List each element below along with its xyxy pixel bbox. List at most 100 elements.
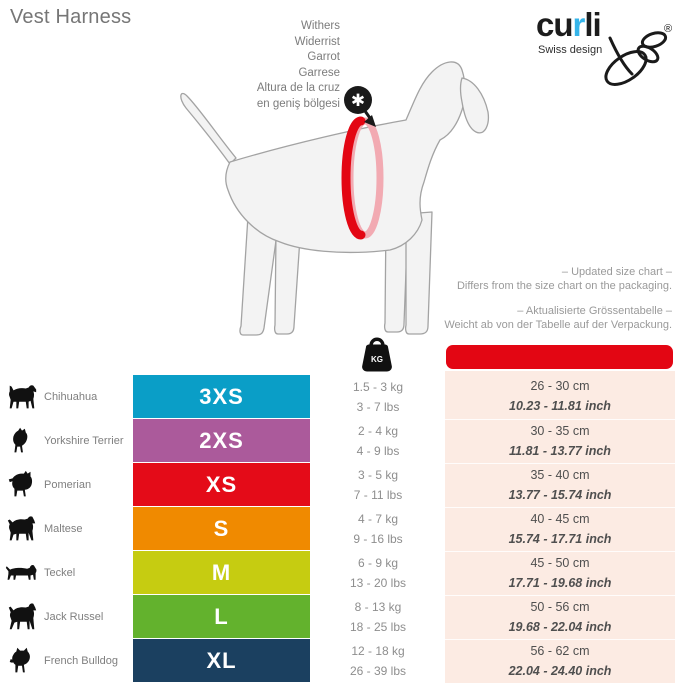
breed-label: Pomerian — [44, 479, 92, 491]
withers-label-it: Garrese — [298, 66, 340, 79]
dog-icon-jack-russel — [8, 603, 37, 630]
dog-icon-maltese — [7, 516, 36, 541]
weight-kg: 3 - 5 kg — [357, 468, 399, 482]
weight-cell: 6 - 9 kg 13 - 20 lbs — [322, 551, 434, 595]
dog-icon-pomerian — [8, 470, 33, 497]
girth-cell: 40 - 45 cm 15.74 - 17.71 inch — [445, 507, 675, 552]
girth-inch: 10.23 - 11.81 inch — [509, 399, 611, 413]
dog-tail — [180, 92, 237, 165]
size-badge: 3XS — [133, 375, 310, 418]
weight-kg: 4 - 7 kg — [357, 512, 399, 526]
withers-label-es: Altura de la cruz — [256, 82, 340, 95]
weight-cell: 1.5 - 3 kg 3 - 7 lbs — [322, 375, 434, 419]
kg-weight-icon: KG — [362, 337, 392, 372]
weight-lbs: 4 - 9 lbs — [356, 444, 400, 458]
weight-lbs: 7 - 11 lbs — [353, 488, 403, 502]
registered-mark: ® — [664, 23, 672, 35]
note-en-body: Differs from the size chart on the packa… — [456, 279, 672, 292]
girth-cm: 56 - 62 cm — [530, 644, 590, 658]
brand-logo: curli Swiss design ® — [530, 4, 678, 88]
note-english: – Updated size chart – Differs from the … — [372, 266, 672, 293]
brand-wordmark: curli — [536, 6, 602, 44]
girth-cell: 56 - 62 cm 22.04 - 24.40 inch — [445, 639, 675, 684]
weight-cell: 12 - 18 kg 26 - 39 lbs — [322, 639, 434, 683]
size-badge: L — [133, 595, 310, 638]
size-row-xl: French Bulldog XL 12 - 18 kg 26 - 39 lbs… — [0, 639, 679, 683]
girth-inch: 13.77 - 15.74 inch — [508, 488, 612, 502]
weight-kg: 1.5 - 3 kg — [352, 380, 404, 394]
size-row-3xs: Chihuahua 3XS 1.5 - 3 kg 3 - 7 lbs 26 - … — [0, 375, 679, 419]
brand-accent-letter: r — [572, 6, 586, 43]
weight-lbs: 26 - 39 lbs — [349, 664, 407, 678]
note-german: – Aktualisierte Grössentabelle – Weicht … — [372, 305, 672, 332]
girth-cm: 45 - 50 cm — [530, 556, 590, 570]
girth-cm: 50 - 56 cm — [530, 600, 590, 614]
weight-cell: 3 - 5 kg 7 - 11 lbs — [322, 463, 434, 507]
weight-cell: 4 - 7 kg 9 - 16 lbs — [322, 507, 434, 551]
size-badge: 2XS — [133, 419, 310, 462]
breed-label: Yorkshire Terrier — [44, 435, 124, 447]
withers-label-block: Withers Widerrist Garrot Garrese Altura … — [168, 19, 340, 113]
asterisk-glyph: ✱ — [351, 91, 365, 110]
weight-lbs: 18 - 25 lbs — [349, 620, 407, 634]
girth-inch: 15.74 - 17.71 inch — [508, 532, 612, 546]
girth-cm: 26 - 30 cm — [530, 379, 590, 393]
breed-label: French Bulldog — [44, 655, 118, 667]
size-row-s: Maltese S 4 - 7 kg 9 - 16 lbs 40 - 45 cm… — [0, 507, 679, 551]
breed-label: Teckel — [44, 567, 76, 579]
kg-label: KG — [371, 355, 383, 364]
girth-cell: 45 - 50 cm 17.71 - 19.68 inch — [445, 551, 675, 596]
brand-tagline: Swiss design — [538, 44, 603, 56]
breed-label: Chihuahua — [44, 391, 98, 403]
girth-header-bar — [446, 345, 673, 369]
note-de-body: Weicht ab von der Tabelle auf der Verpac… — [444, 318, 672, 331]
size-row-l: Jack Russel L 8 - 13 kg 18 - 25 lbs 50 -… — [0, 595, 679, 639]
brand-suffix: li — [584, 6, 601, 43]
dog-icon-yorkshire-terrier — [13, 427, 28, 453]
asterisk-marker-icon — [344, 86, 372, 114]
dog-icon-teckel — [5, 565, 37, 580]
size-badge: XS — [133, 463, 310, 506]
size-badge: XL — [133, 639, 310, 682]
girth-cell: 30 - 35 cm 11.81 - 13.77 inch — [445, 419, 675, 464]
dog-icon-french-bulldog — [9, 647, 30, 673]
weight-kg: 8 - 13 kg — [354, 600, 402, 614]
girth-cell: 26 - 30 cm 10.23 - 11.81 inch — [445, 375, 675, 419]
breed-label: Maltese — [44, 523, 83, 535]
size-badge: S — [133, 507, 310, 550]
brand-prefix: cu — [536, 6, 574, 43]
weight-kg: 12 - 18 kg — [351, 644, 405, 658]
dog-ear — [459, 77, 490, 134]
page-title: Vest Harness — [10, 6, 132, 28]
girth-cm: 30 - 35 cm — [530, 424, 590, 438]
withers-label-tr: en geniş bölgesi — [256, 97, 340, 110]
note-en-title: – Updated size chart – — [561, 266, 672, 278]
girth-inch: 17.71 - 19.68 inch — [508, 576, 612, 590]
size-badge: M — [133, 551, 310, 594]
weight-cell: 8 - 13 kg 18 - 25 lbs — [322, 595, 434, 639]
weight-lbs: 3 - 7 lbs — [356, 400, 400, 414]
dog-icon-chihuahua — [9, 385, 37, 409]
note-de-title: – Aktualisierte Grössentabelle – — [517, 305, 672, 317]
weight-lbs: 13 - 20 lbs — [349, 576, 407, 590]
size-row-2xs: Yorkshire Terrier 2XS 2 - 4 kg 4 - 9 lbs… — [0, 419, 679, 463]
girth-inch: 22.04 - 24.40 inch — [508, 664, 612, 678]
girth-inch: 19.68 - 22.04 inch — [508, 620, 612, 634]
flower-squiggle-icon: ® — [604, 23, 672, 86]
girth-column-background — [445, 371, 675, 683]
withers-label-de: Widerrist — [294, 35, 340, 48]
weight-kg: 6 - 9 kg — [357, 556, 399, 570]
girth-cm: 35 - 40 cm — [530, 468, 590, 482]
girth-inch: 11.81 - 13.77 inch — [509, 444, 611, 458]
breed-label: Jack Russel — [44, 611, 104, 623]
weight-cell: 2 - 4 kg 4 - 9 lbs — [322, 419, 434, 463]
weight-lbs: 9 - 16 lbs — [353, 532, 403, 546]
dog-measurement-diagram: ✱ — [180, 61, 490, 336]
girth-cell: 35 - 40 cm 13.77 - 15.74 inch — [445, 463, 675, 508]
weight-kg: 2 - 4 kg — [357, 424, 399, 438]
size-row-xs: Pomerian XS 3 - 5 kg 7 - 11 lbs 35 - 40 … — [0, 463, 679, 507]
withers-label-fr: Garrot — [307, 51, 340, 64]
girth-ring-front — [341, 116, 366, 240]
girth-cm: 40 - 45 cm — [530, 512, 590, 526]
